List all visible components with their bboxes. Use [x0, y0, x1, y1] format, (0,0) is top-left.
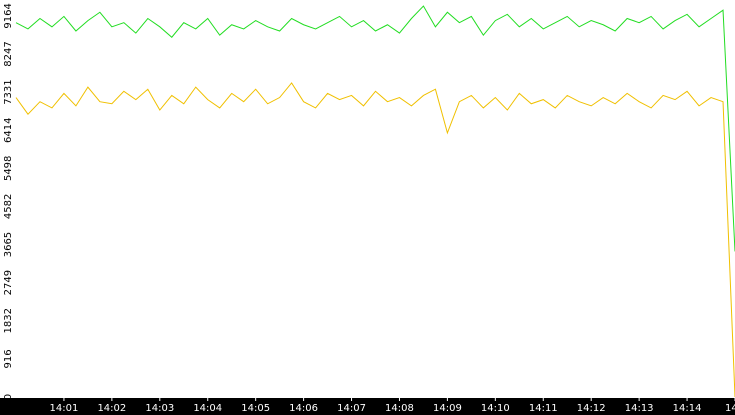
x-tick-label: 14:13: [625, 403, 654, 414]
y-tick-label: 3665: [3, 232, 14, 257]
x-tick-label: 14:12: [577, 403, 606, 414]
x-tick-label: 14:03: [145, 403, 174, 414]
x-tick-label: 14:05: [241, 403, 270, 414]
x-tick-label: 14:06: [289, 403, 318, 414]
y-tick-label: 2749: [3, 270, 14, 295]
x-tick-label: 14:14: [673, 403, 702, 414]
y-tick-label: 5498: [3, 156, 14, 181]
y-tick-label: 6414: [3, 117, 14, 142]
x-axis-strip: [0, 398, 735, 415]
x-tick-label: 14:07: [337, 403, 366, 414]
y-tick-label: 7331: [3, 79, 14, 104]
x-tick-label: 14:11: [529, 403, 558, 414]
x-tick-label: 14: [725, 403, 735, 414]
x-tick-label: 14:08: [385, 403, 414, 414]
y-tick-label: 4582: [3, 194, 14, 219]
y-tick-label: 0: [3, 394, 14, 400]
x-tick-label: 14:04: [193, 403, 222, 414]
x-tick-label: 14:10: [481, 403, 510, 414]
y-tick-label: 1832: [3, 308, 14, 333]
y-tick-label: 8247: [3, 41, 14, 66]
x-tick-label: 14:01: [50, 403, 79, 414]
y-tick-label: 916: [3, 349, 14, 368]
y-tick-label: 9164: [3, 3, 14, 28]
series-line: [15, 5, 735, 252]
series-line: [15, 82, 735, 398]
x-tick-label: 14:02: [97, 403, 126, 414]
x-tick-label: 14:09: [433, 403, 462, 414]
